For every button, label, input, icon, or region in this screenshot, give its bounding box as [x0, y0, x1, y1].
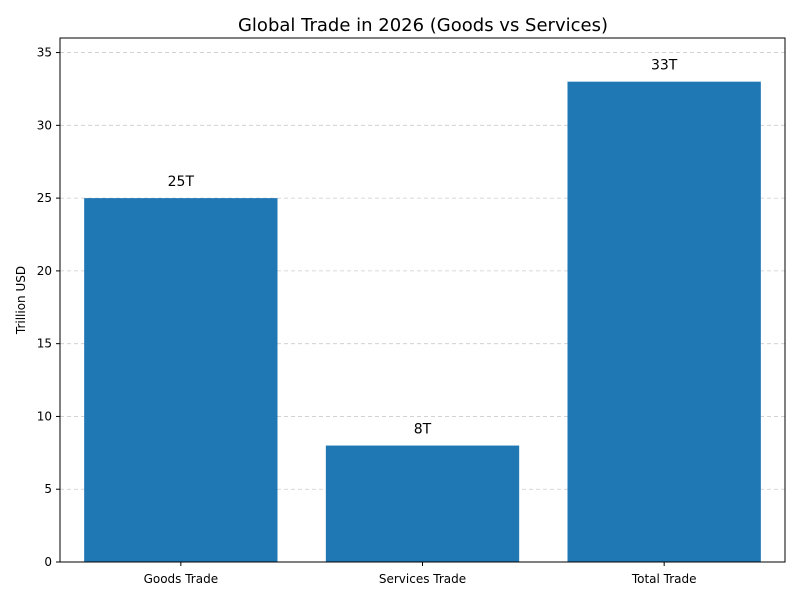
y-tick-label: 5 [44, 482, 52, 496]
bars [84, 81, 761, 563]
y-tick-label: 35 [37, 46, 52, 60]
bar-total-trade [567, 81, 761, 563]
y-axis-label: Trillion USD [14, 266, 28, 335]
data-label: 25T [168, 174, 195, 190]
bar-goods-trade [84, 198, 278, 562]
y-tick-label: 25 [37, 191, 52, 205]
plot-frame [59, 37, 786, 563]
chart-title: Global Trade in 2026 (Goods vs Services) [238, 15, 608, 36]
data-label: 8T [414, 422, 432, 438]
x-tick-label: Total Trade [631, 572, 697, 586]
y-tick-label: 30 [37, 118, 52, 132]
data-labels: 25T 8T 33T [168, 58, 678, 438]
x-tick-label: Goods Trade [144, 572, 219, 586]
y-tick-label: 0 [44, 555, 52, 569]
bar-services-trade [325, 445, 520, 562]
y-tick-label: 10 [37, 409, 52, 423]
data-label: 33T [651, 58, 678, 74]
y-tick-label: 15 [37, 337, 52, 351]
axes: 0 5 10 15 20 25 30 35 Goods Trade Services Trade T… [37, 37, 786, 586]
x-tick-label: Services Trade [379, 572, 466, 586]
y-tick-label: 20 [37, 264, 52, 278]
